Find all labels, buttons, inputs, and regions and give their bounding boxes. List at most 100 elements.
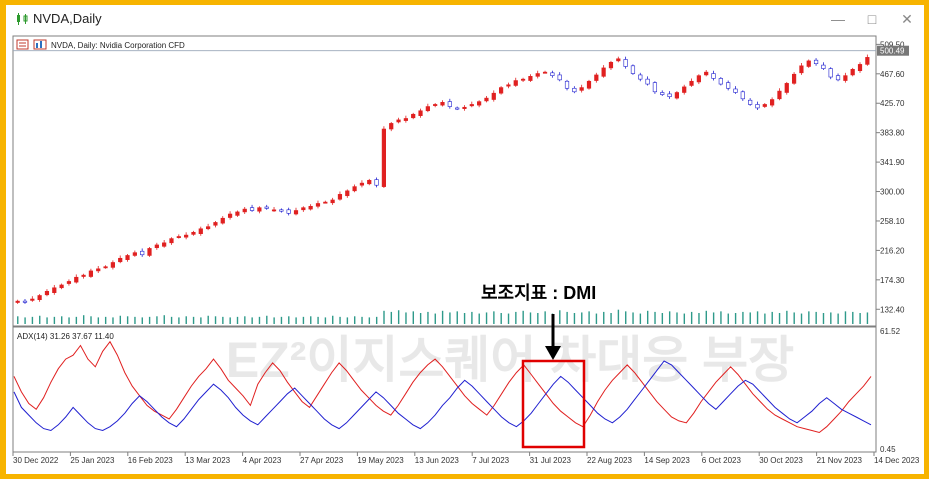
volume-bar — [471, 311, 473, 324]
candle-body — [638, 74, 643, 80]
volume-bar — [170, 316, 173, 324]
x-tick-label: 31 Jul 2023 — [530, 456, 572, 465]
volume-bar — [61, 316, 63, 324]
volume-bar — [405, 312, 407, 324]
volume-bar — [544, 311, 546, 324]
candle-body — [813, 59, 819, 64]
y-tick-label: 258.10 — [880, 217, 905, 226]
volume-bar — [185, 316, 187, 324]
candle-body — [169, 238, 174, 244]
y-tick-label: 341.90 — [880, 158, 905, 167]
candle-body — [477, 101, 482, 106]
volume-bar — [236, 316, 239, 324]
y-tick-label: 383.80 — [880, 129, 905, 138]
candle-body — [542, 71, 548, 74]
volume-bar — [104, 316, 107, 324]
volume-bar — [134, 316, 136, 324]
volume-bar — [808, 311, 810, 324]
candle-body — [227, 213, 233, 218]
candle-body — [66, 281, 72, 284]
adx-y-tick-label: 61.52 — [880, 327, 901, 336]
volume-bar — [771, 311, 773, 324]
title-bar[interactable]: NVDA,Daily — □ ✕ — [6, 5, 924, 33]
candle-body — [733, 88, 738, 93]
candle-body — [162, 242, 167, 247]
volume-bar — [31, 316, 34, 324]
candle-body — [660, 92, 665, 95]
volume-bar — [419, 313, 422, 324]
candle-body — [37, 295, 42, 301]
candle-body — [220, 217, 225, 224]
volume-bar — [39, 315, 41, 324]
adx-y-tick-label: 0.45 — [880, 445, 896, 454]
candle-body — [748, 99, 753, 105]
close-button[interactable]: ✕ — [901, 11, 913, 27]
volume-bar — [698, 313, 700, 324]
candle-body — [81, 274, 86, 277]
volume-bar — [559, 310, 561, 324]
candle-body — [594, 74, 599, 81]
candle-body — [235, 211, 240, 216]
volume-bar — [200, 317, 202, 324]
volume-bar — [690, 311, 693, 324]
maximize-button[interactable]: □ — [867, 11, 877, 27]
volume-bar — [778, 313, 781, 324]
candle-body — [74, 276, 79, 283]
volume-bar — [844, 311, 847, 324]
volume-bar — [441, 310, 444, 324]
volume-bar — [434, 313, 436, 324]
candle-body — [125, 255, 130, 260]
volume-bar — [837, 313, 839, 324]
volume-bar — [375, 316, 378, 324]
volume-bar — [163, 315, 165, 324]
volume-bar — [712, 312, 715, 324]
volume-bar — [412, 311, 415, 324]
x-tick-label: 25 Jan 2023 — [70, 456, 115, 465]
candle-body — [770, 99, 775, 106]
volume-bar — [632, 312, 634, 324]
candle-body — [550, 72, 555, 76]
y-tick-label: 425.70 — [880, 99, 905, 108]
volume-bar — [859, 313, 861, 324]
candle-body — [30, 298, 35, 301]
volume-bar — [82, 315, 85, 324]
candle-body — [352, 186, 357, 192]
candle-body — [645, 78, 650, 85]
x-tick-label: 13 Jun 2023 — [415, 456, 460, 465]
volume-bar — [603, 311, 605, 324]
volume-bar — [463, 313, 466, 324]
volume-bar — [383, 310, 385, 324]
volume-bar — [507, 313, 510, 324]
candle-body — [447, 101, 452, 107]
candle-body — [59, 284, 64, 289]
volume-bar — [595, 313, 598, 324]
candle-body — [572, 87, 577, 93]
candle-body — [616, 58, 621, 62]
volume-bar — [581, 312, 583, 324]
watermark-text: EZ²이지스퀘어 차대응 부장 — [226, 332, 794, 388]
candle-body — [301, 207, 306, 211]
adx-series-1 — [13, 360, 872, 432]
candle-body — [154, 244, 159, 249]
y-tick-label: 216.20 — [880, 246, 905, 255]
volume-bar — [192, 316, 195, 324]
volume-bar — [354, 316, 356, 324]
candle-body — [535, 73, 540, 77]
volume-bar — [734, 313, 737, 324]
x-tick-label: 19 May 2023 — [357, 456, 404, 465]
candle-body — [206, 226, 211, 230]
chart-bars-icon — [33, 39, 47, 50]
candle-body — [191, 231, 196, 235]
volume-bar — [852, 311, 854, 324]
volume-bar — [258, 316, 261, 324]
y-tick-label: 174.30 — [880, 276, 905, 285]
candle-body — [249, 207, 255, 211]
chart-header-icons — [16, 39, 47, 50]
candle-body — [345, 190, 350, 197]
candle-body — [389, 123, 394, 130]
minimize-button[interactable]: — — [831, 11, 845, 27]
candle-body — [682, 86, 687, 93]
volume-bar — [229, 317, 231, 324]
candle-body — [118, 257, 123, 263]
